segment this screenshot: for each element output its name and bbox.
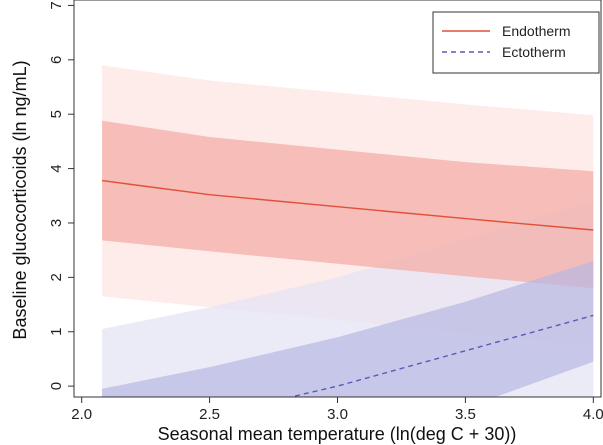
fit-line-ectotherm [287, 314, 594, 397]
legend-label-ectotherm: Ectotherm [502, 44, 566, 60]
fit-lines [102, 179, 594, 397]
y-tick-label: 1 [48, 328, 65, 336]
x-axis-title: Seasonal mean temperature (ln(deg C + 30… [158, 424, 517, 444]
y-tick-label: 3 [48, 219, 65, 227]
x-axis: 2.0 2.5 3.0 3.5 4.0 [71, 397, 603, 423]
y-tick-label: 2 [48, 273, 65, 281]
x-tick-label: 2.0 [71, 406, 92, 423]
y-axis-title: Baseline glucocorticoids (ln ng/mL) [10, 60, 30, 339]
confidence-bands [102, 65, 594, 397]
y-tick-label: 6 [48, 56, 65, 64]
x-tick-label: 2.5 [199, 406, 220, 423]
inner-band-ectotherm [102, 261, 594, 397]
y-tick-label: 4 [48, 164, 65, 172]
x-tick-label: 4.0 [583, 406, 603, 423]
y-tick-label: 7 [48, 1, 65, 9]
x-tick-label: 3.0 [327, 406, 348, 423]
inner-band-endotherm [102, 120, 594, 289]
legend: Endotherm Ectotherm [432, 11, 600, 74]
y-tick-label: 0 [48, 382, 65, 390]
y-tick-label: 5 [48, 110, 65, 118]
fit-line-endotherm [102, 179, 594, 231]
x-tick-label: 3.5 [455, 406, 476, 423]
y-axis: 0 1 2 3 4 5 6 7 [48, 1, 74, 390]
legend-label-endotherm: Endotherm [502, 23, 570, 39]
legend-box [432, 11, 600, 74]
